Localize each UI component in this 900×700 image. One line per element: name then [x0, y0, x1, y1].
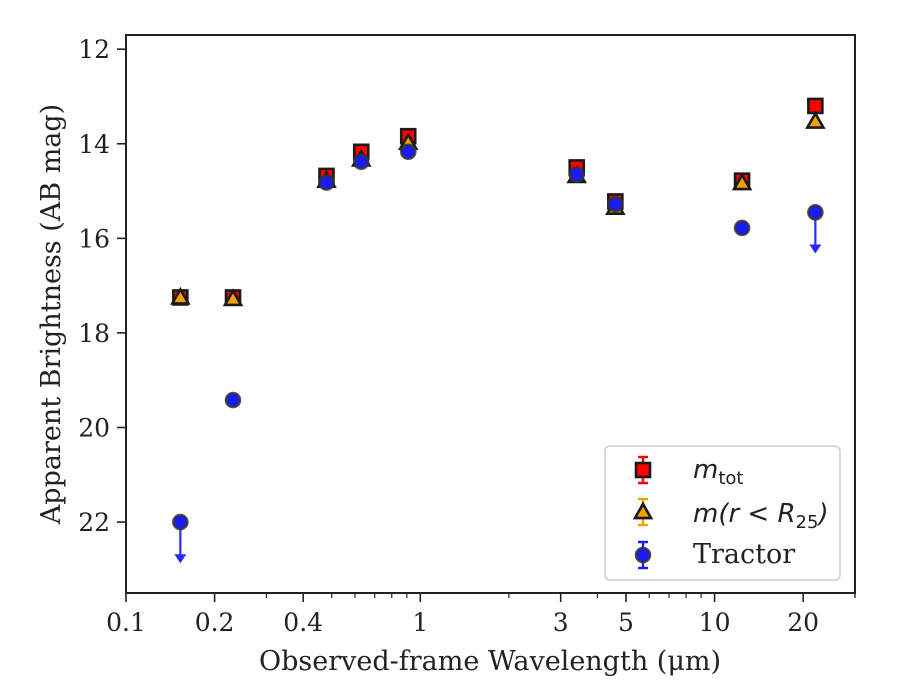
- y-tick-label: 22: [78, 508, 110, 537]
- data-point: [607, 195, 624, 213]
- x-tick-label: 10: [699, 608, 731, 637]
- upper-limit-arrowhead: [809, 244, 822, 254]
- legend-label-tractor: Tractor: [693, 539, 795, 570]
- data-point: [222, 288, 244, 307]
- data-point: [172, 513, 189, 531]
- data-point: [568, 166, 586, 183]
- data-point: [807, 97, 824, 115]
- x-tick-label: 0.1: [106, 608, 146, 637]
- legend: mtot m(r < R25) Tractor: [604, 445, 841, 581]
- data-point: [318, 174, 335, 191]
- y-tick-label: 14: [78, 130, 110, 159]
- upper-limit-arrowhead: [174, 554, 187, 564]
- series-triangle: [170, 110, 826, 307]
- data-point: [805, 110, 826, 129]
- legend-frame: [604, 445, 841, 581]
- y-tick-label: 18: [78, 319, 110, 348]
- x-tick-label: 0.2: [195, 608, 235, 637]
- x-tick-label: 1: [412, 608, 428, 637]
- legend-marker-triangle: [632, 501, 654, 520]
- legend-marker-square: [634, 461, 652, 479]
- series-square: [172, 97, 824, 306]
- legend-markers: [632, 455, 654, 570]
- series-circle: [172, 143, 824, 564]
- x-tick-label: 20: [787, 608, 819, 637]
- y-axis-label: Apparent Brightness (AB mag): [36, 104, 67, 525]
- x-tick-label: 3: [553, 608, 569, 637]
- data-point: [733, 219, 751, 237]
- x-axis-label: Observed-frame Wavelength (μm): [259, 646, 721, 677]
- plot-frame: [125, 34, 856, 594]
- y-tick-label: 16: [78, 224, 110, 253]
- data-point: [352, 153, 370, 171]
- x-tick-label: 5: [618, 608, 634, 637]
- data-point: [170, 286, 191, 305]
- data-point: [807, 204, 824, 221]
- marks-layer: [170, 97, 826, 564]
- data-point: [399, 143, 417, 161]
- y-tick-label: 12: [78, 35, 110, 64]
- data-point: [224, 391, 242, 409]
- y-tick-label: 20: [78, 413, 110, 442]
- data-point: [731, 172, 753, 191]
- ticks-layer: 0.1 0.2 0.4 1 3 5 10 20 12 14 16 18 20 22: [78, 35, 856, 637]
- x-tick-label: 0.4: [283, 608, 323, 637]
- legend-marker-circle: [634, 546, 652, 564]
